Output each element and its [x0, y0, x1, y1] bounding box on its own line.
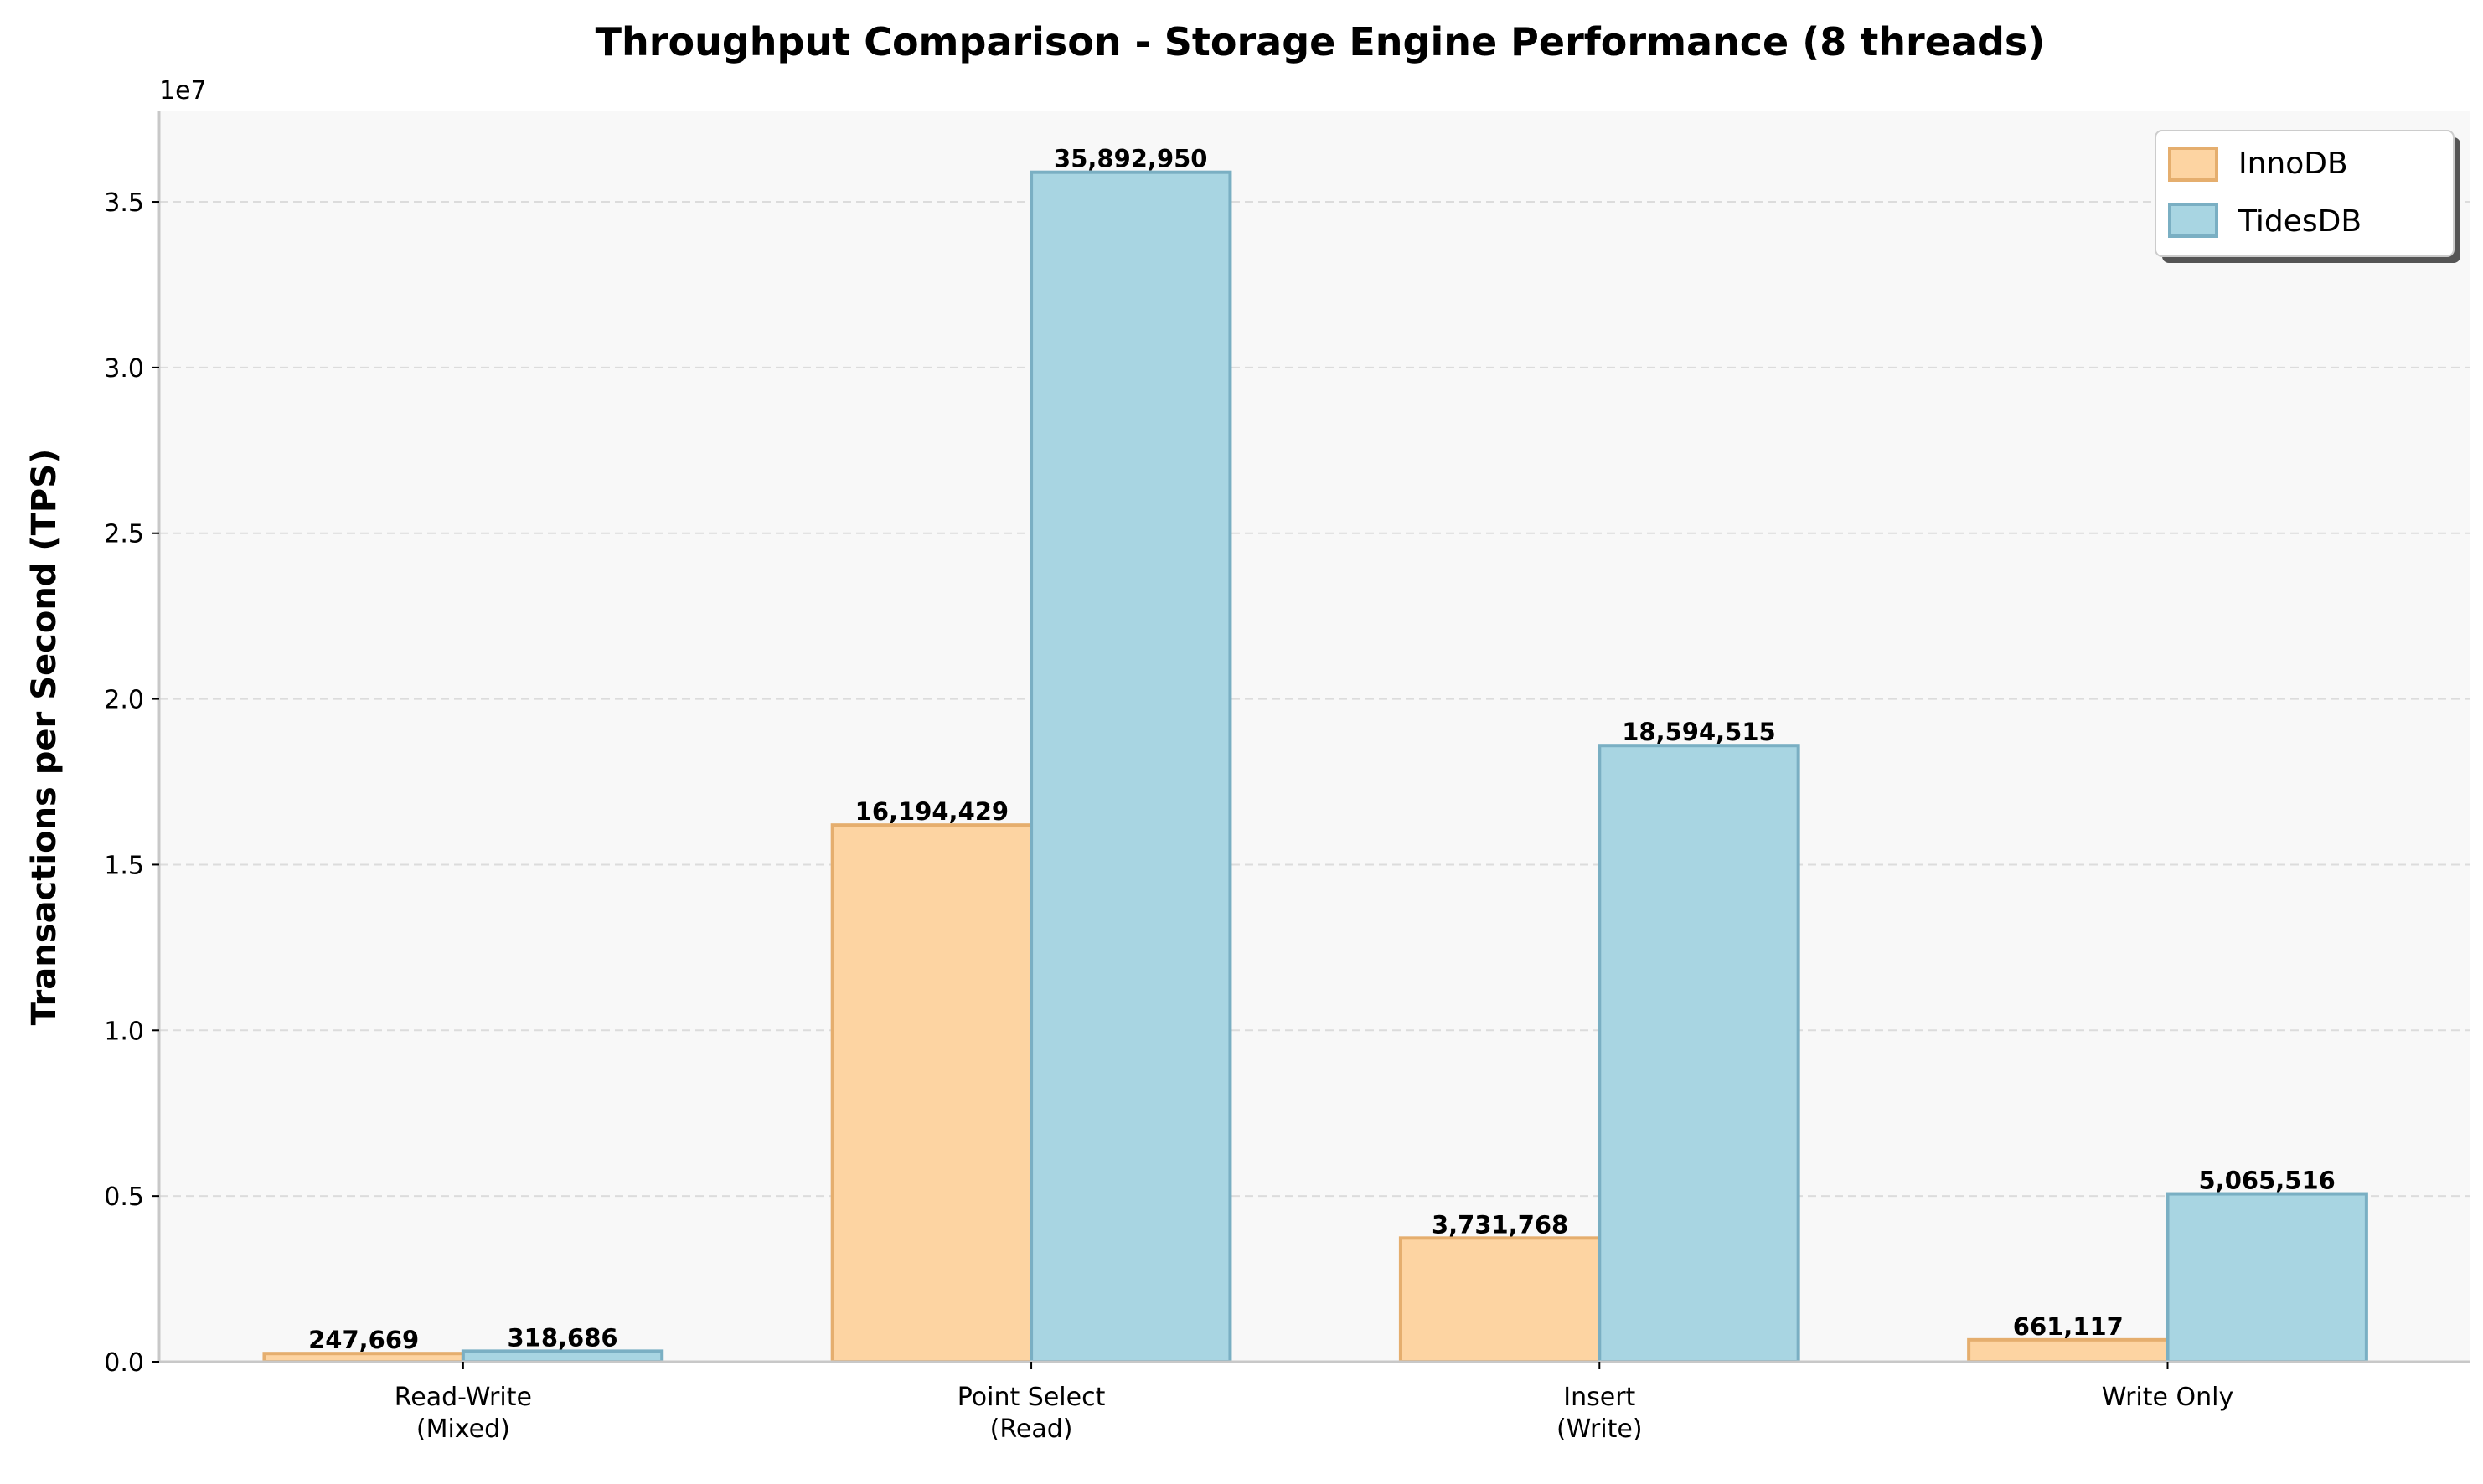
data-label: 5,065,516	[2199, 1167, 2336, 1195]
y-offset-label: 1e7	[159, 76, 207, 106]
bar-tidesdb	[1030, 170, 1232, 1363]
legend-label-innodb: InnoDB	[2238, 147, 2348, 181]
data-label: 247,669	[308, 1326, 419, 1354]
data-label: 35,892,950	[1054, 145, 1207, 173]
x-tick-label: Insert	[1563, 1383, 1635, 1412]
x-tick-label: (Write)	[1556, 1414, 1643, 1444]
data-label: 661,117	[2013, 1312, 2124, 1341]
legend-swatch-tidesdb	[2168, 203, 2218, 238]
y-tick-label: 0.0	[104, 1348, 144, 1378]
data-label: 318,686	[507, 1323, 617, 1352]
y-axis-label: Transactions per Second (TPS)	[25, 449, 64, 1026]
y-tick-label: 0.5	[104, 1183, 144, 1212]
x-tick-label: (Mixed)	[416, 1414, 510, 1444]
x-tick-label: Point Select	[958, 1383, 1106, 1412]
bar-tidesdb	[1598, 744, 1800, 1363]
plot-area	[159, 111, 2470, 1362]
y-tick-label: 1.0	[104, 1017, 144, 1046]
legend-swatch-innodb	[2168, 147, 2218, 182]
x-tick-label: Read-Write	[395, 1383, 532, 1412]
bar-innodb	[1967, 1337, 2170, 1364]
data-label: 16,194,429	[855, 797, 1009, 826]
y-tick-label: 2.5	[104, 520, 144, 549]
bar-innodb	[1398, 1236, 1602, 1363]
bar-innodb	[830, 823, 1034, 1363]
y-tick-label: 3.5	[104, 188, 144, 218]
y-tick-label: 3.0	[104, 354, 144, 384]
data-label: 3,731,768	[1432, 1210, 1568, 1239]
x-tick-label: (Read)	[990, 1414, 1073, 1444]
x-tick-label: Write Only	[2102, 1383, 2233, 1412]
y-tick-label: 1.5	[104, 851, 144, 880]
chart-title: Throughput Comparison - Storage Engine P…	[596, 19, 2046, 64]
y-tick-label: 2.0	[104, 686, 144, 715]
data-label: 18,594,515	[1622, 718, 1775, 746]
legend: InnoDB TidesDB	[2155, 130, 2460, 263]
bar-tidesdb	[461, 1349, 664, 1364]
bar-tidesdb	[2166, 1192, 2368, 1363]
legend-box	[2155, 130, 2455, 257]
legend-label-tidesdb: TidesDB	[2238, 204, 2362, 239]
